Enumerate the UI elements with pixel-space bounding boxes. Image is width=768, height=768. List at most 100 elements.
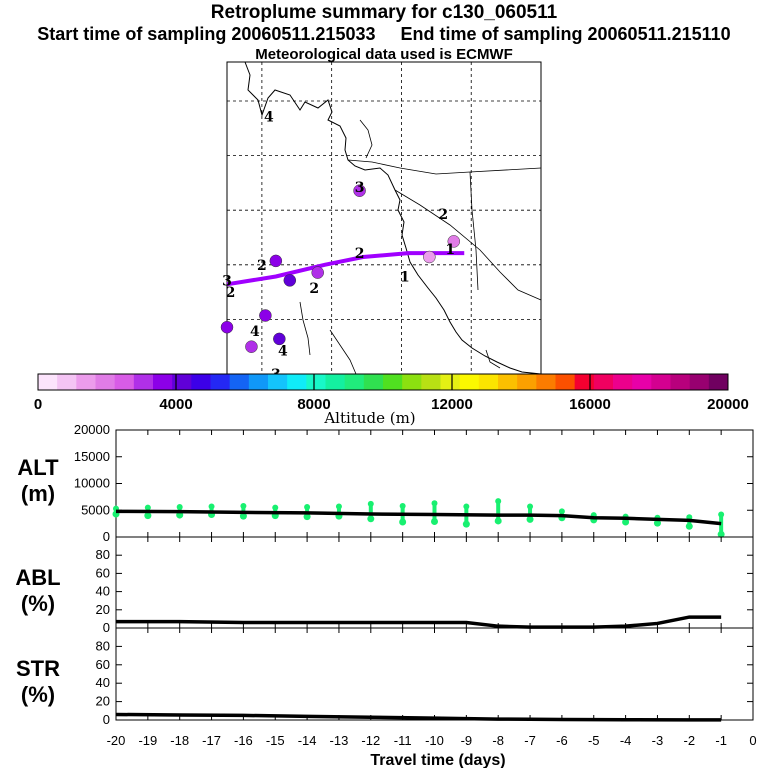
state-border-2 bbox=[394, 189, 542, 301]
plume-point bbox=[273, 332, 286, 346]
series-line-str bbox=[115, 712, 722, 722]
state-border-4 bbox=[485, 349, 501, 369]
state-border-3 bbox=[469, 171, 479, 291]
colorbar-swatch bbox=[689, 374, 710, 390]
colorbar-tick-labels: 0 4000 8000 12000 16000 20000 bbox=[34, 396, 749, 413]
day-label: 2 bbox=[226, 285, 236, 301]
day-label: 1 bbox=[400, 270, 410, 286]
panel-unit: (%) bbox=[21, 682, 55, 707]
plume-point bbox=[423, 250, 436, 264]
colorbar-swatch bbox=[536, 374, 556, 390]
x-tick-label: -9 bbox=[461, 733, 473, 748]
day-label: 2 bbox=[309, 281, 319, 297]
scatter-point bbox=[558, 508, 565, 515]
colorbar-swatch bbox=[574, 374, 595, 390]
plume-point bbox=[353, 184, 366, 197]
colorbar-swatch bbox=[57, 374, 77, 390]
start-time-label: Start time of sampling 20060511.215033 bbox=[37, 24, 376, 44]
colorbar-swatch bbox=[210, 374, 231, 390]
plume-points bbox=[220, 184, 461, 353]
scatter-point bbox=[144, 504, 151, 511]
colorbar-swatch bbox=[306, 374, 326, 390]
x-tick-label: -20 bbox=[107, 733, 126, 748]
chart-title: Retroplume summary for c130_060511 bbox=[210, 2, 558, 23]
map-frame bbox=[226, 61, 542, 375]
colorbar-swatch bbox=[613, 374, 633, 390]
scatter-point bbox=[463, 503, 470, 510]
colorbar-swatch bbox=[651, 374, 671, 390]
panel-abl: 0 20 40 60 80 ABL(%) bbox=[15, 536, 754, 635]
scatter-point bbox=[240, 502, 247, 509]
y-tick-label: 20 bbox=[96, 694, 110, 709]
panel-unit: (m) bbox=[21, 481, 55, 506]
scatter-point bbox=[239, 512, 247, 520]
day-label: 3 bbox=[222, 273, 232, 289]
y-tick-label: 80 bbox=[96, 547, 110, 562]
y-tick-label: 0 bbox=[103, 529, 110, 544]
scatter-point bbox=[462, 520, 470, 528]
colorbar-swatch bbox=[383, 374, 403, 390]
day-label: 2 bbox=[257, 258, 267, 274]
scatter-point bbox=[144, 512, 152, 520]
x-tick-label: -12 bbox=[361, 733, 380, 748]
scatter-point bbox=[526, 515, 534, 523]
panel-frame bbox=[115, 627, 754, 721]
x-tick-label: -2 bbox=[684, 733, 696, 748]
colorbar-tick-label: 4000 bbox=[159, 396, 192, 413]
panel-unit: (%) bbox=[21, 591, 55, 616]
colorbar-tick-label: 16000 bbox=[569, 396, 611, 413]
x-tick-label: -19 bbox=[138, 733, 157, 748]
plume-point bbox=[269, 254, 283, 268]
plume-point bbox=[311, 266, 324, 279]
y-tick-label: 20 bbox=[96, 602, 110, 617]
x-tick-label: -6 bbox=[556, 733, 568, 748]
scatter-point bbox=[303, 513, 311, 521]
colorbar-swatch bbox=[76, 374, 96, 390]
coastline bbox=[244, 61, 542, 375]
time-series-panels: 05000100001500020000ALT(m)020406080ABL(%… bbox=[15, 422, 756, 748]
scatter-point bbox=[367, 500, 374, 507]
retroplume-map: 4322113222443 bbox=[220, 61, 542, 383]
day-label: 2 bbox=[438, 207, 448, 223]
y-tick-label: 15000 bbox=[74, 449, 110, 464]
panel-alt: 0 5000 10000 15000 20000 ALT(m) bbox=[17, 422, 754, 544]
day-label: 1 bbox=[445, 242, 455, 258]
colorbar-swatch bbox=[325, 374, 346, 390]
colorbar-frame bbox=[37, 373, 729, 391]
scatter-point bbox=[431, 500, 438, 507]
state-border-1 bbox=[347, 159, 542, 175]
colorbar-tick-label: 8000 bbox=[297, 396, 330, 413]
x-tick-label: -4 bbox=[620, 733, 632, 748]
y-tick-label: 0 bbox=[103, 620, 110, 635]
x-tick-label: -18 bbox=[170, 733, 189, 748]
plume-point bbox=[447, 235, 461, 248]
plume-point bbox=[259, 309, 272, 322]
colorbar-swatch bbox=[517, 374, 537, 390]
colorbar-swatch bbox=[555, 374, 576, 390]
colorbar-swatch bbox=[248, 374, 269, 390]
y-tick-label: 10000 bbox=[74, 476, 110, 491]
colorbar-swatch bbox=[114, 374, 135, 390]
panel-frame bbox=[115, 536, 754, 629]
scatter-point bbox=[718, 511, 725, 518]
x-tick-label: -13 bbox=[330, 733, 349, 748]
scatter-point bbox=[367, 515, 375, 523]
colorbar-swatch bbox=[153, 374, 173, 390]
end-time-label: End time of sampling 20060511.215110 bbox=[400, 24, 731, 44]
y-tick-label: 60 bbox=[96, 565, 110, 580]
colorbar-swatch bbox=[344, 374, 365, 390]
colorbar-swatch bbox=[363, 374, 384, 390]
colorbar-axis-label: Altitude (m) bbox=[323, 409, 415, 427]
colorbar-tick-label: 12000 bbox=[431, 396, 473, 413]
scatter-point bbox=[431, 517, 438, 525]
plume-point bbox=[245, 340, 258, 353]
y-tick-label: 20000 bbox=[74, 422, 110, 437]
y-tick-label: 0 bbox=[103, 712, 110, 727]
plume-point bbox=[283, 274, 297, 287]
y-tick-label: 5000 bbox=[81, 502, 110, 517]
x-tick-label: -14 bbox=[298, 733, 317, 748]
panel-label: STR bbox=[16, 656, 60, 681]
scatter-point bbox=[399, 518, 407, 526]
state-border-5 bbox=[329, 329, 357, 375]
